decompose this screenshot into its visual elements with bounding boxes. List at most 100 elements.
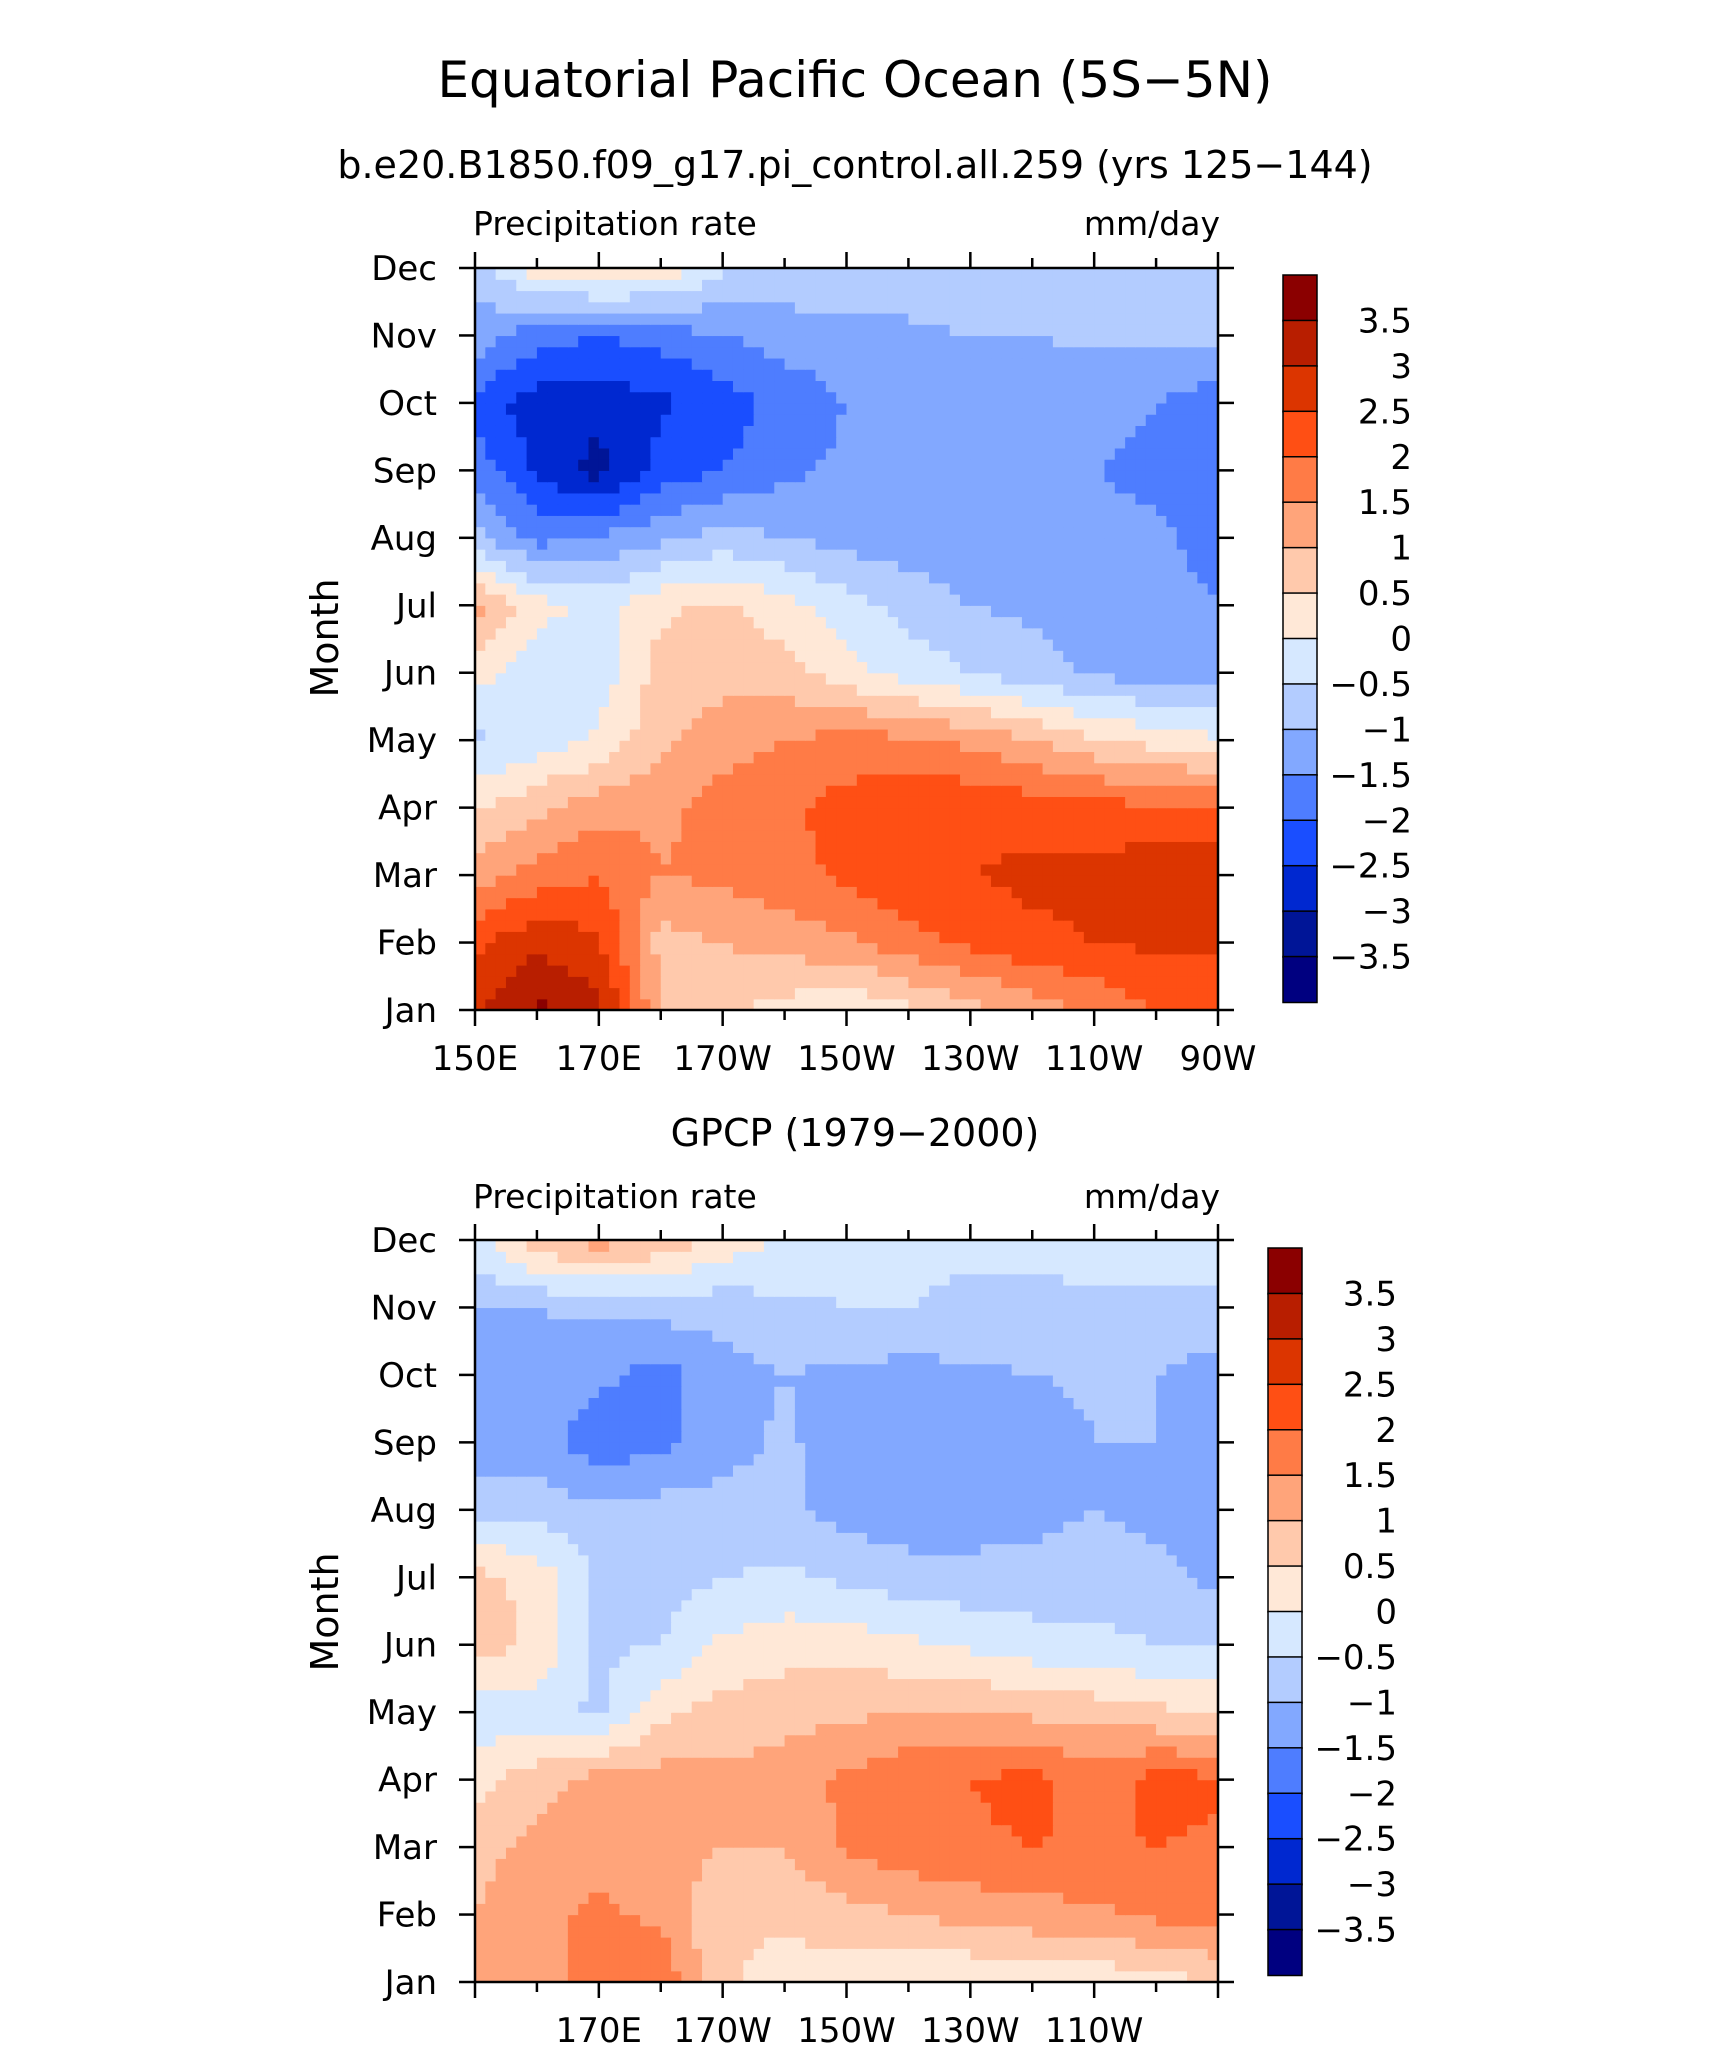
heatmap-cell xyxy=(598,414,610,426)
heatmap-cell xyxy=(836,695,848,708)
heatmap-cell xyxy=(1011,436,1023,449)
heatmap-cell xyxy=(877,807,889,820)
heatmap-cell xyxy=(567,1959,579,1972)
heatmap-cell xyxy=(702,672,713,685)
heatmap-cell xyxy=(722,650,734,663)
heatmap-cell xyxy=(1156,639,1167,651)
heatmap-cell xyxy=(712,481,724,494)
heatmap-cell xyxy=(867,459,879,471)
heatmap-cell xyxy=(836,818,848,831)
heatmap-cell xyxy=(1042,571,1054,584)
heatmap-cell xyxy=(722,830,734,842)
heatmap-cell xyxy=(485,549,497,561)
heatmap-cell xyxy=(526,492,538,505)
heatmap-cell xyxy=(660,650,672,663)
heatmap-cell xyxy=(784,616,796,629)
colorbar-label: 0.5 xyxy=(1358,574,1412,614)
heatmap-cell xyxy=(763,751,775,764)
heatmap-cell xyxy=(702,402,713,415)
heatmap-cell xyxy=(609,728,621,741)
heatmap-cell xyxy=(567,481,579,494)
heatmap-cell xyxy=(547,683,559,696)
heatmap-cell xyxy=(732,908,744,921)
heatmap-cell xyxy=(784,751,796,764)
heatmap-cell xyxy=(918,1970,930,1983)
heatmap-cell xyxy=(898,504,910,516)
heatmap-cell xyxy=(1021,897,1033,910)
heatmap-cell xyxy=(763,582,775,595)
heatmap-cell xyxy=(1187,886,1198,899)
heatmap-cell xyxy=(794,706,806,719)
heatmap-cell xyxy=(1083,301,1095,314)
heatmap-cell xyxy=(908,785,920,797)
heatmap-cell xyxy=(784,425,796,438)
heatmap-cell xyxy=(1021,290,1033,303)
colorbar-label: 2 xyxy=(1390,438,1412,478)
heatmap-cell xyxy=(1176,549,1188,561)
heatmap-cell xyxy=(1176,920,1188,932)
heatmap-cell xyxy=(1042,683,1054,696)
heatmap-cell xyxy=(1187,953,1198,966)
heatmap-cell xyxy=(557,560,569,573)
heatmap-cell xyxy=(702,976,713,989)
heatmap-cell xyxy=(1135,998,1147,1011)
heatmap-cell xyxy=(598,290,610,303)
heatmap-cell xyxy=(629,492,641,505)
heatmap-cell xyxy=(505,312,517,325)
heatmap-cell xyxy=(815,301,827,314)
heatmap-cell xyxy=(588,414,600,426)
heatmap-cell xyxy=(505,425,517,438)
heatmap-cell xyxy=(1135,706,1147,719)
heatmap-cell xyxy=(856,414,868,426)
heatmap-cell xyxy=(598,830,610,842)
heatmap-cell xyxy=(650,695,662,708)
heatmap-cell xyxy=(1094,785,1106,797)
heatmap-cell xyxy=(691,965,703,977)
heatmap-cell xyxy=(1052,537,1064,550)
heatmap-cell xyxy=(578,447,590,460)
heatmap-cell xyxy=(918,301,930,314)
heatmap-cell xyxy=(784,695,796,708)
heatmap-cell xyxy=(1001,875,1013,887)
heatmap-cell xyxy=(929,391,940,404)
heatmap-cell xyxy=(1135,773,1147,786)
heatmap-cell xyxy=(836,594,848,606)
heatmap-cell xyxy=(702,965,713,977)
heatmap-cell xyxy=(702,931,713,944)
heatmap-cell xyxy=(609,841,621,854)
heatmap-cell xyxy=(856,380,868,393)
heatmap-cell xyxy=(505,818,517,831)
heatmap-cell xyxy=(743,324,755,337)
heatmap-cell xyxy=(877,740,889,753)
heatmap-cell xyxy=(970,728,982,741)
heatmap-cell xyxy=(836,773,848,786)
heatmap-cell xyxy=(516,818,528,831)
heatmap-cell xyxy=(640,728,652,741)
heatmap-cell xyxy=(671,425,682,438)
heatmap-cell xyxy=(1083,346,1095,359)
heatmap-cell xyxy=(949,751,961,764)
heatmap-cell xyxy=(557,942,569,955)
heatmap-cell xyxy=(1114,863,1126,876)
heatmap-cell xyxy=(929,953,940,966)
heatmap-cell xyxy=(1083,560,1095,573)
heatmap-cell xyxy=(794,582,806,595)
heatmap-cell xyxy=(578,549,590,561)
heatmap-cell xyxy=(1094,504,1106,516)
heatmap-cell xyxy=(763,605,775,618)
heatmap-cell xyxy=(722,987,734,1000)
heatmap-cell xyxy=(702,504,713,516)
heatmap-cell xyxy=(1135,740,1147,753)
heatmap-cell xyxy=(794,807,806,820)
heatmap-cell xyxy=(794,886,806,899)
heatmap-cell xyxy=(1197,751,1209,764)
heatmap-cell xyxy=(743,537,755,550)
heatmap-cell xyxy=(805,470,817,483)
heatmap-cell xyxy=(949,369,961,382)
heatmap-cell xyxy=(516,897,528,910)
heatmap-cell xyxy=(753,301,765,314)
heatmap-cell xyxy=(949,616,961,629)
heatmap-cell xyxy=(929,425,940,438)
heatmap-cell xyxy=(1135,391,1147,404)
heatmap-cell xyxy=(650,672,662,685)
